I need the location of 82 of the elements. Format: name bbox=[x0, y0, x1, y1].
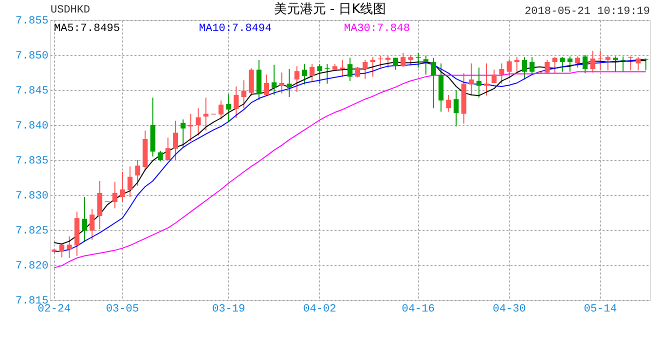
y-tick-label: 7.835 bbox=[15, 156, 48, 168]
candlestick bbox=[82, 196, 88, 242]
candlestick bbox=[643, 58, 648, 71]
candlestick bbox=[120, 171, 125, 202]
candlestick bbox=[408, 54, 414, 66]
candlestick bbox=[196, 108, 201, 136]
candlestick bbox=[575, 56, 580, 68]
candlestick bbox=[560, 56, 565, 72]
candlestick bbox=[612, 56, 618, 72]
candlestick bbox=[180, 118, 186, 148]
candlestick bbox=[514, 56, 520, 72]
y-tick-label: 7.825 bbox=[15, 226, 48, 238]
candlestick bbox=[165, 137, 170, 160]
candlestick bbox=[476, 67, 482, 98]
candlestick bbox=[567, 56, 572, 72]
candlestick bbox=[362, 59, 368, 80]
candlestick bbox=[112, 181, 118, 209]
candlestick bbox=[135, 160, 140, 186]
candlestick bbox=[385, 55, 390, 68]
candlestick bbox=[590, 50, 596, 73]
chart-title: 美元港元 - 日K线图 bbox=[274, 1, 386, 17]
y-axis-title: USDHKD bbox=[50, 4, 91, 16]
candlestick bbox=[582, 54, 588, 74]
candlestick bbox=[348, 57, 352, 82]
y-tick-label: 7.840 bbox=[15, 120, 48, 132]
candlestick bbox=[636, 56, 641, 71]
text: MA10:7.8494 bbox=[199, 23, 272, 35]
x-tick-label: 03-19 bbox=[212, 304, 246, 316]
candlestick bbox=[226, 94, 232, 123]
candlestick bbox=[492, 69, 497, 84]
y-tick-label: 7.845 bbox=[15, 86, 48, 98]
text: MA30:7.848 bbox=[344, 23, 410, 35]
candlestick bbox=[59, 244, 64, 258]
candlestick bbox=[552, 56, 558, 74]
candlestick bbox=[605, 55, 610, 71]
candlestick bbox=[128, 166, 133, 198]
candlestick bbox=[522, 56, 527, 80]
candlestick bbox=[279, 72, 284, 94]
candlestick bbox=[317, 64, 322, 84]
y-tick-label: 7.830 bbox=[15, 190, 48, 202]
candlestick bbox=[544, 59, 550, 74]
y-tick-label: 7.820 bbox=[15, 260, 48, 272]
candlestick bbox=[294, 66, 300, 93]
candlestick bbox=[188, 113, 194, 142]
candlestick bbox=[248, 68, 254, 96]
text: MA5:7.8495 bbox=[54, 23, 120, 35]
candlestick bbox=[241, 80, 246, 109]
candlestick bbox=[310, 64, 315, 82]
candlestick bbox=[430, 57, 436, 109]
candlestick bbox=[97, 180, 102, 230]
candlestick bbox=[355, 66, 360, 78]
candlestick bbox=[66, 236, 72, 258]
text: 2018-05-21 10:19:19 bbox=[524, 6, 650, 18]
candlestick bbox=[302, 64, 307, 85]
candlestick bbox=[416, 52, 421, 68]
candlestick bbox=[506, 58, 512, 78]
candlestick bbox=[423, 55, 428, 76]
candlestick bbox=[370, 56, 376, 78]
candlestick bbox=[264, 74, 270, 96]
candlestick bbox=[90, 208, 95, 240]
candlestick bbox=[340, 59, 345, 78]
y-tick-label: 7.850 bbox=[15, 50, 48, 62]
candlestick bbox=[400, 52, 406, 68]
candlestick bbox=[530, 56, 535, 76]
candlestick bbox=[454, 90, 459, 127]
candlestick bbox=[286, 68, 292, 98]
x-tick-label: 03-05 bbox=[106, 304, 139, 316]
x-tick-label: 04-02 bbox=[303, 304, 336, 316]
x-tick-label: 04-16 bbox=[402, 304, 435, 316]
candlestick bbox=[446, 94, 452, 112]
candlestick bbox=[234, 86, 239, 118]
candlestick bbox=[499, 62, 504, 84]
x-tick-label: 04-30 bbox=[492, 304, 526, 316]
candlestick bbox=[272, 64, 277, 96]
candlestick bbox=[468, 62, 474, 96]
candlestick bbox=[628, 56, 634, 71]
y-tick-label: 7.855 bbox=[15, 16, 48, 28]
candlestick bbox=[158, 150, 163, 162]
candlestick bbox=[218, 100, 224, 120]
x-tick-label: 05-14 bbox=[584, 304, 618, 316]
candlestick bbox=[173, 120, 178, 160]
candlestick bbox=[484, 62, 490, 96]
